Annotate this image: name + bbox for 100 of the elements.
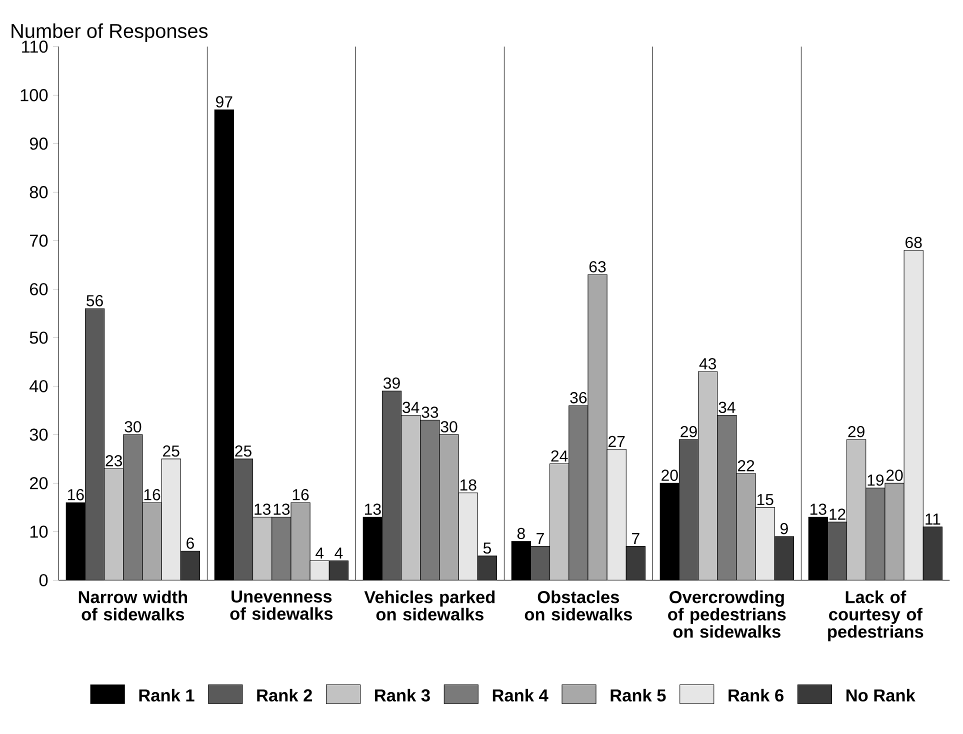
legend-label: Rank 2 — [257, 689, 312, 702]
bar — [866, 488, 886, 580]
bar — [272, 517, 291, 580]
legend-label: Rank 3 — [375, 689, 430, 702]
data-label: 63 — [589, 261, 606, 273]
bar — [123, 434, 142, 580]
x-tick-label: Unevenness of sidewalks — [230, 590, 333, 620]
data-label: 18 — [460, 480, 476, 491]
bar — [420, 420, 440, 580]
bar — [252, 517, 272, 580]
bar — [550, 464, 569, 580]
data-label: 23 — [106, 455, 122, 467]
legend-label: Rank 1 — [139, 689, 194, 702]
x-tick-label: Narrow width of sidewalks — [78, 590, 188, 621]
data-label: 68 — [906, 237, 922, 248]
y-tick-label: 80 — [30, 186, 48, 198]
x-tick-label: Overcrowding of pedestrians on sidewalks — [668, 590, 786, 638]
bar — [827, 522, 848, 580]
bar — [904, 250, 924, 580]
y-tick-label: 0 — [39, 574, 48, 587]
bar — [717, 415, 736, 580]
data-label: 16 — [292, 489, 309, 501]
data-label: 34 — [718, 402, 736, 414]
bar — [698, 372, 718, 580]
legend-label: Rank 4 — [492, 689, 548, 702]
data-label: 12 — [830, 508, 846, 520]
data-label: 22 — [738, 460, 754, 472]
data-label: 4 — [316, 548, 324, 559]
bar — [679, 440, 698, 580]
data-label: 7 — [632, 533, 640, 544]
bar — [458, 493, 478, 580]
legend-label: Rank 5 — [610, 689, 666, 702]
y-tick-label: 100 — [20, 89, 48, 102]
data-label: 9 — [780, 523, 788, 534]
bar — [234, 459, 253, 580]
y-tick-label: 90 — [30, 138, 48, 150]
y-tick-label: 60 — [30, 283, 48, 296]
data-label: 5 — [483, 542, 491, 554]
data-label: 36 — [570, 392, 587, 404]
bar — [85, 308, 104, 580]
x-tick-label: Lack of courtesy of pedestrians — [828, 590, 924, 642]
data-label: 29 — [848, 426, 864, 438]
data-label: 34 — [402, 402, 420, 414]
data-label: 56 — [86, 295, 103, 307]
bar — [588, 274, 608, 580]
bar — [568, 406, 588, 580]
data-label: 30 — [124, 421, 142, 433]
legend-label: Rank 6 — [728, 689, 784, 702]
data-label: 97 — [216, 96, 232, 108]
bar — [104, 468, 124, 580]
y-tick-label: 50 — [30, 332, 48, 344]
data-label: 43 — [699, 358, 716, 370]
bar — [401, 415, 420, 580]
data-label: 6 — [186, 538, 194, 550]
bar — [142, 502, 162, 580]
y-tick-label: 70 — [30, 234, 48, 247]
data-label: 4 — [334, 548, 343, 559]
bar — [329, 560, 348, 580]
data-label: 20 — [662, 470, 678, 482]
data-label: 19 — [868, 474, 884, 486]
data-label: 25 — [163, 446, 180, 457]
y-tick-label: 30 — [30, 428, 48, 442]
y-tick-label: 40 — [30, 380, 48, 393]
data-label: 11 — [926, 514, 940, 525]
data-label: 13 — [274, 504, 290, 516]
bar — [162, 459, 181, 580]
data-label: 29 — [680, 426, 697, 438]
bar — [290, 502, 310, 580]
data-label: 33 — [422, 406, 438, 418]
data-label: 16 — [144, 489, 160, 501]
x-tick-label: Vehicles parked on sidewalks — [364, 590, 495, 621]
data-label: 24 — [551, 450, 568, 462]
data-label: 13 — [254, 504, 271, 516]
bar — [756, 508, 775, 580]
data-label: 16 — [68, 489, 84, 501]
bar — [180, 551, 200, 580]
x-tick-label: Obstacles on sidewalks — [524, 590, 632, 621]
legend-label: No Rank — [846, 689, 916, 702]
data-label: 13 — [810, 504, 826, 516]
data-label: 25 — [235, 446, 252, 457]
data-label: 39 — [383, 378, 400, 389]
data-label: 7 — [536, 533, 544, 544]
bar — [884, 483, 904, 580]
bar — [736, 474, 756, 580]
bar — [626, 546, 646, 580]
y-tick-label: 10 — [30, 526, 48, 538]
bar — [478, 556, 497, 580]
data-label: 8 — [517, 528, 525, 540]
y-tick-label: 20 — [30, 477, 48, 490]
data-label: 13 — [364, 504, 381, 516]
bar — [439, 434, 459, 580]
bar — [607, 449, 626, 580]
bar — [382, 391, 402, 580]
data-label: 27 — [608, 436, 625, 448]
data-label: 15 — [757, 494, 774, 506]
bar — [774, 536, 794, 580]
bar — [530, 546, 550, 580]
y-tick-label: 110 — [22, 40, 48, 53]
bar — [846, 439, 866, 580]
data-label: 20 — [886, 470, 903, 482]
